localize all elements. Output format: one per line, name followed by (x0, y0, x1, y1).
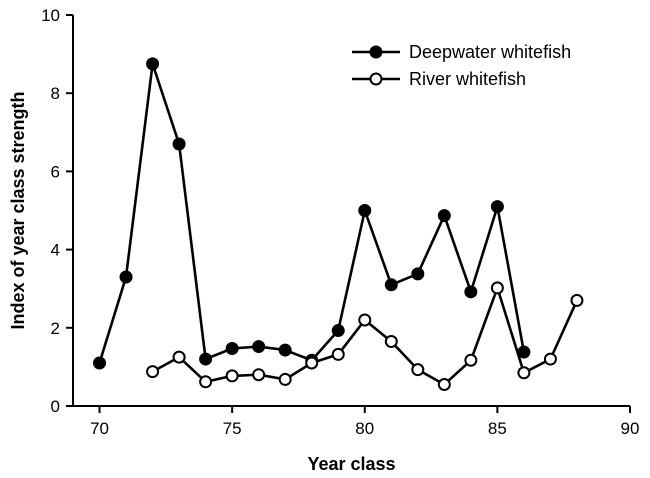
data-point (172, 137, 186, 151)
y-tick-label: 6 (51, 162, 60, 181)
data-point (464, 353, 478, 367)
data-point (331, 324, 345, 338)
data-point (225, 369, 239, 383)
data-point (199, 352, 213, 366)
y-axis-title: Index of year class strength (8, 91, 28, 329)
legend-item: Deepwater whitefish (352, 42, 571, 62)
data-point (411, 363, 425, 377)
data-point (384, 278, 398, 292)
legend-label: River whitefish (409, 69, 526, 89)
series-0 (93, 57, 531, 370)
y-tick-label: 2 (51, 319, 60, 338)
series-layer (93, 57, 584, 391)
data-point (543, 352, 557, 366)
data-point (278, 372, 292, 386)
series-1 (146, 281, 584, 391)
data-point (252, 368, 266, 382)
y-tick-label: 8 (51, 84, 60, 103)
data-point (278, 343, 292, 357)
data-point (437, 377, 451, 391)
x-tick-label: 80 (355, 419, 374, 438)
data-point (384, 334, 398, 348)
series-line (151, 286, 579, 386)
y-tick-label: 0 (51, 397, 60, 416)
data-point (119, 270, 133, 284)
data-point (464, 285, 478, 299)
data-point (570, 293, 584, 307)
y-tick-label: 10 (41, 6, 60, 25)
data-point (146, 57, 160, 71)
data-point (517, 345, 531, 359)
data-point (490, 200, 504, 214)
data-point (199, 375, 213, 389)
legend-item: River whitefish (352, 69, 526, 89)
series-line (98, 62, 526, 364)
ticks: 70 75 80 85 90 0 2 4 6 8 10 (41, 6, 639, 438)
data-point (305, 356, 319, 370)
x-tick-label: 75 (223, 419, 242, 438)
x-tick-label: 90 (621, 419, 640, 438)
x-axis-title: Year class (307, 454, 395, 474)
legend-label: Deepwater whitefish (409, 42, 571, 62)
legend-marker (369, 45, 383, 59)
data-point (252, 340, 266, 354)
y-tick-label: 4 (51, 241, 60, 260)
legend-marker (369, 72, 383, 86)
x-tick-label: 85 (488, 419, 507, 438)
data-point (93, 356, 107, 370)
data-point (411, 267, 425, 281)
legend: Deepwater whitefish River whitefish (352, 42, 571, 89)
data-point (490, 281, 504, 295)
data-point (517, 366, 531, 380)
data-point (146, 365, 160, 379)
x-tick-label: 70 (90, 419, 109, 438)
data-point (331, 347, 345, 361)
data-point (225, 342, 239, 356)
data-point (172, 350, 186, 364)
data-point (358, 313, 372, 327)
data-point (358, 204, 372, 217)
data-point (437, 209, 451, 223)
axes (72, 15, 630, 407)
